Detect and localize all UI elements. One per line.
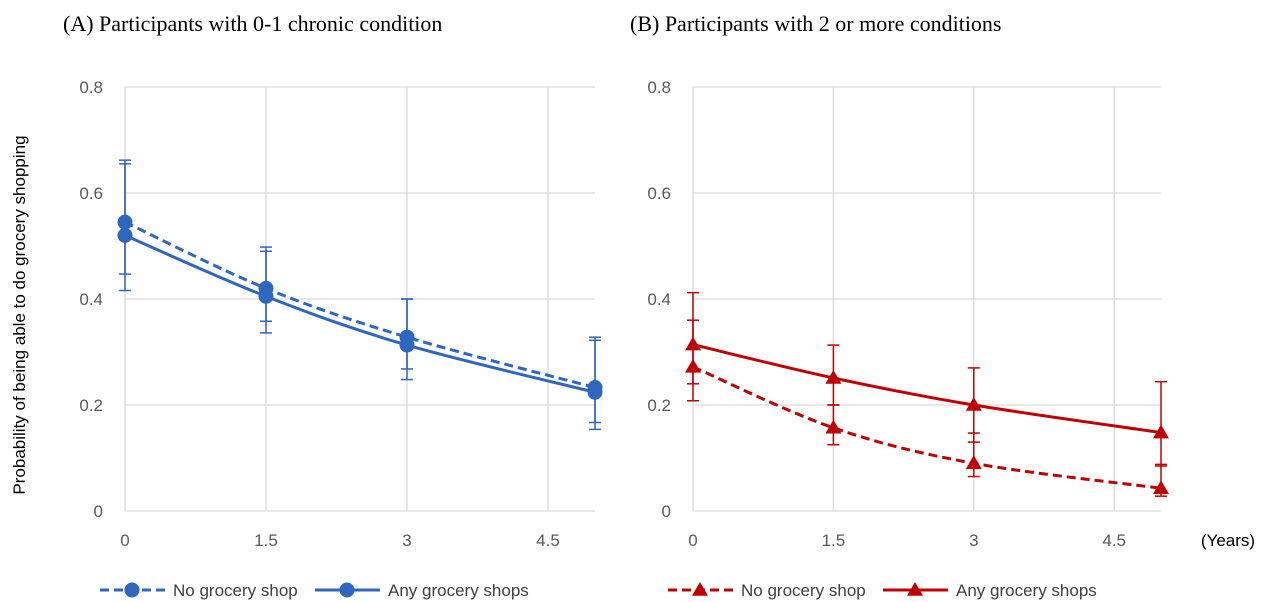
panel-b-series-any-grocery-shops [685,291,1169,467]
panel-b-series-no-grocery-shop-point [965,455,982,470]
panel-a-legend-swatch-marker [124,582,140,598]
panel-a-series-no-grocery-shop [117,159,603,424]
panel-b-legend-swatch-marker [907,582,923,596]
panel-a-legend-label: Any grocery shops [388,581,529,600]
panel-a-plot-area: 0 0.2 0.4 0.6 0.8 0 1.5 3 4.5 [79,78,603,550]
y-axis-label: Probability of being able to do grocery … [10,135,29,494]
panel-b-series-no-grocery-shop-point [1153,480,1169,494]
panel-a-y-tick-label: 0 [94,502,103,521]
panel-b-series-any-grocery-shops-point [685,336,701,351]
panel-b-legend-swatch-marker [692,582,708,596]
panel-a-y-tick-label: 0.8 [79,78,103,97]
panel-a-y-tick-label: 0.4 [79,290,103,309]
panel-a-x-tick-label: 4.5 [536,531,560,550]
panel-a-x-tick-label: 1.5 [254,531,278,550]
panel-b-y-tick-label: 0.6 [647,184,671,203]
panel-a-legend-entry: No grocery shop [100,581,298,600]
panel-b-series-no-grocery-shop-line [692,365,1162,490]
panel-a-series-any-grocery-shops-line [124,234,596,394]
panel-a-legend-label: No grocery shop [173,581,298,600]
panel-b-legend: No grocery shop Any grocery shops [668,581,1097,600]
panel-b-series-any-grocery-shops-line [692,343,1162,435]
panel-a-legend: No grocery shop Any grocery shops [100,581,529,600]
panel-a-series-no-grocery-shop-line [124,220,596,389]
panel-b-legend-label: Any grocery shops [956,581,1097,600]
panel-a-series-any-grocery-shops-point [587,384,603,400]
panel-b-legend-entry: No grocery shop [668,581,866,600]
panel-a-legend-entry: Any grocery shops [315,581,529,600]
panel-b-y-tick-label: 0.8 [647,78,671,97]
panel-b-title: (B) Participants with 2 or more conditio… [630,11,1002,36]
panel-b-y-tick-label: 0 [662,502,671,521]
panel-b-x-tick-label: 0 [688,531,697,550]
panel-b-series-any-grocery-shops-point [825,369,842,384]
panel-a-series-any-grocery-shops-point [117,227,133,243]
panel-b-series-no-grocery-shop-point [825,419,842,434]
panel-a-series-any-grocery-shops-point [399,337,415,353]
panel-b-y-tick-label: 0.4 [647,290,671,309]
panel-a-y-tick-label: 0.6 [79,184,103,203]
panel-b: (B) Participants with 2 or more conditio… [630,11,1169,600]
panel-b-y-tick-label: 0.2 [647,396,671,415]
panel-a-series-any-grocery-shops-point [258,288,274,304]
panel-b-x-tick-label: 1.5 [822,531,846,550]
panel-a-x-tick-label: 0 [120,531,129,550]
panel-a-x-tick-label: 3 [402,531,411,550]
panel-b-series-any-grocery-shops-point [965,397,982,411]
panel-a-legend-swatch-marker [339,582,355,598]
panel-b-plot-area: 0 0.2 0.4 0.6 0.8 0 1.5 3 4.5 [647,78,1169,550]
panel-a-y-tick-label: 0.2 [79,396,103,415]
x-axis-unit-label: (Years) [1201,531,1255,550]
panel-a-series-any-grocery-shops [117,163,603,431]
panel-b-x-tick-label: 4.5 [1102,531,1126,550]
panel-b-legend-entry: Any grocery shops [883,581,1097,600]
panel-a-title: (A) Participants with 0-1 chronic condit… [63,11,442,36]
panel-a: (A) Participants with 0-1 chronic condit… [63,11,603,600]
panel-b-series-no-grocery-shop [685,319,1169,497]
panel-b-x-tick-label: 3 [969,531,978,550]
panel-b-series-any-grocery-shops-point [1153,424,1169,439]
panel-b-legend-label: No grocery shop [741,581,866,600]
